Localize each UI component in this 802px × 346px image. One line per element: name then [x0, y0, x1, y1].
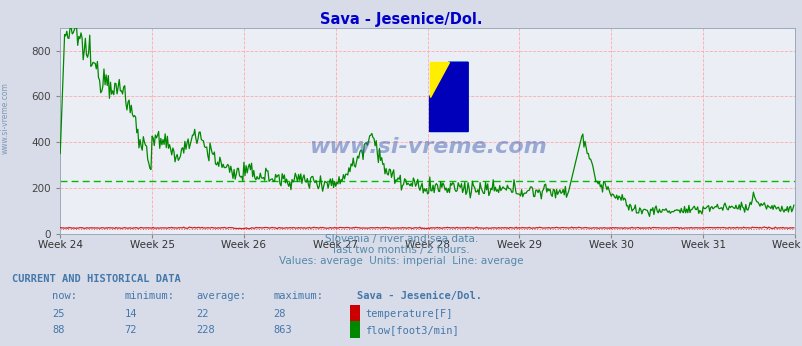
Text: flow[foot3/min]: flow[foot3/min]	[365, 325, 459, 335]
Text: Values: average  Units: imperial  Line: average: Values: average Units: imperial Line: av…	[279, 256, 523, 266]
Text: www.si-vreme.com: www.si-vreme.com	[308, 137, 546, 157]
Text: minimum:: minimum:	[124, 291, 174, 301]
Text: 22: 22	[196, 309, 209, 319]
Text: Sava - Jesenice/Dol.: Sava - Jesenice/Dol.	[320, 12, 482, 27]
Text: 28: 28	[273, 309, 286, 319]
Text: Slovenia / river and sea data.: Slovenia / river and sea data.	[325, 234, 477, 244]
Polygon shape	[429, 62, 448, 97]
Polygon shape	[429, 62, 468, 131]
Text: CURRENT AND HISTORICAL DATA: CURRENT AND HISTORICAL DATA	[12, 274, 180, 284]
Text: last two months / 2 hours.: last two months / 2 hours.	[333, 245, 469, 255]
Text: 88: 88	[52, 325, 65, 335]
Text: 863: 863	[273, 325, 291, 335]
Text: 14: 14	[124, 309, 137, 319]
Text: now:: now:	[52, 291, 77, 301]
Polygon shape	[429, 62, 468, 131]
Text: www.si-vreme.com: www.si-vreme.com	[0, 82, 10, 154]
Text: maximum:: maximum:	[273, 291, 322, 301]
Text: temperature[F]: temperature[F]	[365, 309, 452, 319]
Text: 72: 72	[124, 325, 137, 335]
Text: 25: 25	[52, 309, 65, 319]
Text: Sava - Jesenice/Dol.: Sava - Jesenice/Dol.	[357, 291, 482, 301]
Text: 228: 228	[196, 325, 215, 335]
Text: average:: average:	[196, 291, 246, 301]
